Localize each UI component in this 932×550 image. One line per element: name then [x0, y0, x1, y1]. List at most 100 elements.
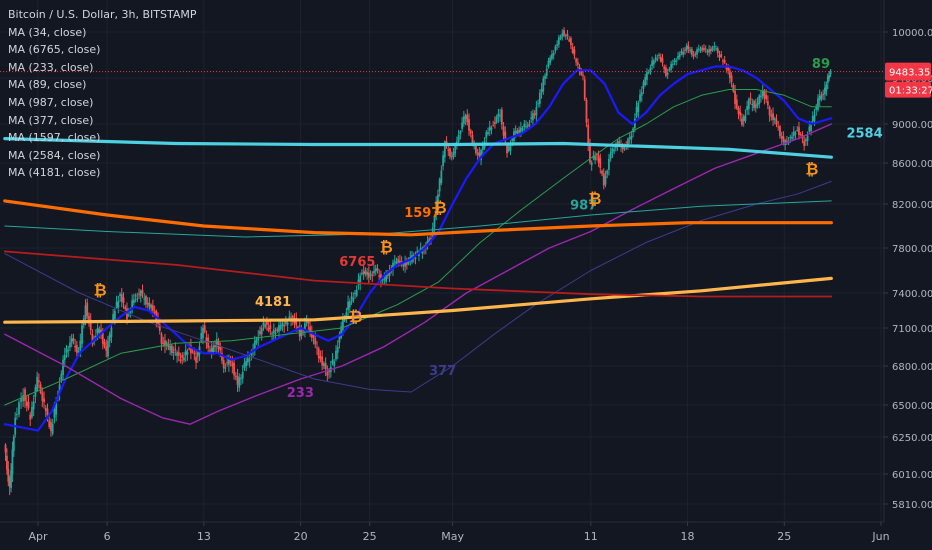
- ma-label-89: 89: [812, 57, 830, 72]
- candle-body: [119, 294, 121, 296]
- candle-body: [694, 53, 697, 55]
- candle-body: [563, 30, 565, 36]
- candle-body: [189, 345, 192, 354]
- candle-body: [77, 350, 80, 352]
- candle-body: [670, 63, 673, 70]
- legend-ma-6765[interactable]: MA (6765, close): [8, 43, 101, 57]
- candle-body: [530, 117, 533, 119]
- candle-body: [84, 305, 87, 320]
- legend-ma-34[interactable]: MA (34, close): [8, 25, 87, 39]
- candle-body: [461, 122, 464, 129]
- candle-body: [25, 401, 28, 406]
- candle-body: [393, 261, 396, 263]
- candle-body: [316, 347, 318, 349]
- candle-body: [640, 92, 643, 96]
- candle-body: [74, 345, 77, 348]
- price-tick-label: 5810.00: [892, 500, 932, 511]
- candle-body: [606, 170, 609, 175]
- candle-body: [176, 352, 178, 356]
- candle-body: [355, 289, 358, 296]
- candle-body: [234, 375, 237, 377]
- candle-body: [67, 350, 70, 352]
- candle-body: [715, 48, 717, 50]
- candle-body: [789, 136, 792, 138]
- candle-body: [514, 130, 517, 133]
- candle-body: [222, 360, 225, 369]
- candle-body: [414, 257, 417, 260]
- candle-body: [336, 346, 339, 353]
- candle-body: [400, 260, 403, 262]
- candle-body: [253, 340, 256, 351]
- legend-ma-89[interactable]: MA (89, close): [8, 78, 87, 92]
- candle-body: [599, 158, 602, 169]
- candle-body: [183, 357, 185, 361]
- candle-body: [570, 38, 572, 46]
- candle-body: [98, 328, 101, 333]
- candle-body: [6, 455, 8, 470]
- legend-ma-377[interactable]: MA (377, close): [8, 113, 94, 127]
- candle-body: [250, 352, 253, 356]
- candle-body: [654, 57, 657, 59]
- candle-body: [153, 311, 156, 313]
- candle-body: [298, 326, 301, 337]
- candle-body: [162, 342, 165, 344]
- candle-body: [528, 123, 531, 127]
- legend-ma-1597[interactable]: MA (1597, close): [8, 131, 101, 145]
- candle-body: [456, 141, 458, 145]
- candle-body: [575, 58, 578, 63]
- candle-body: [735, 99, 738, 109]
- candle-body: [226, 362, 229, 364]
- candle-body: [594, 156, 597, 161]
- candle-body: [392, 262, 394, 270]
- candle-body: [158, 324, 161, 331]
- legend-ma-4181[interactable]: MA (4181, close): [8, 166, 101, 180]
- legend-ma-987[interactable]: MA (987, close): [8, 95, 94, 109]
- candle-body: [347, 301, 349, 311]
- candle-body: [754, 104, 757, 109]
- candle-body: [518, 129, 521, 133]
- candle-body: [376, 268, 379, 271]
- candle-body: [407, 259, 410, 264]
- candle-body: [202, 327, 204, 339]
- candle-body: [785, 140, 788, 142]
- candle-body: [692, 54, 695, 56]
- candle-body: [124, 306, 127, 310]
- candle-body: [203, 325, 206, 332]
- candle-body: [708, 49, 711, 53]
- candle-body: [618, 141, 621, 144]
- ma-line-4181: [3, 276, 833, 324]
- candle-body: [214, 344, 216, 347]
- candle-body: [103, 341, 106, 347]
- bitcoin-icon: ₿: [94, 280, 107, 299]
- candle-body: [88, 315, 90, 321]
- symbol-title[interactable]: Bitcoin / U.S. Dollar, 3h, BITSTAMP: [8, 8, 197, 21]
- candle-body: [100, 329, 102, 333]
- candle-body: [312, 334, 315, 338]
- candle-body: [651, 60, 654, 66]
- candle-body: [357, 279, 360, 285]
- candle-body: [792, 131, 795, 136]
- price-tick-label: 8600.00: [892, 159, 932, 170]
- candle-body: [27, 401, 30, 409]
- candle-body: [817, 98, 819, 110]
- candle-body: [559, 36, 562, 39]
- candle-body: [547, 60, 550, 67]
- candle-body: [386, 273, 389, 276]
- candle-body: [490, 127, 493, 130]
- candle-body: [160, 333, 163, 344]
- candle-body: [766, 101, 769, 106]
- candle-body: [680, 51, 683, 54]
- candle-body: [779, 126, 781, 137]
- candle-body: [65, 348, 68, 353]
- candle-body: [758, 95, 761, 104]
- time-tick-label: 18: [681, 530, 695, 543]
- candle-body: [352, 298, 355, 302]
- candle-body: [523, 124, 526, 128]
- candle-body: [628, 137, 631, 139]
- legend-ma-233[interactable]: MA (233, close): [8, 60, 94, 74]
- candle-body: [535, 107, 538, 116]
- candle-body: [457, 134, 460, 142]
- candle-body: [51, 423, 54, 434]
- legend-ma-2584[interactable]: MA (2584, close): [8, 148, 101, 162]
